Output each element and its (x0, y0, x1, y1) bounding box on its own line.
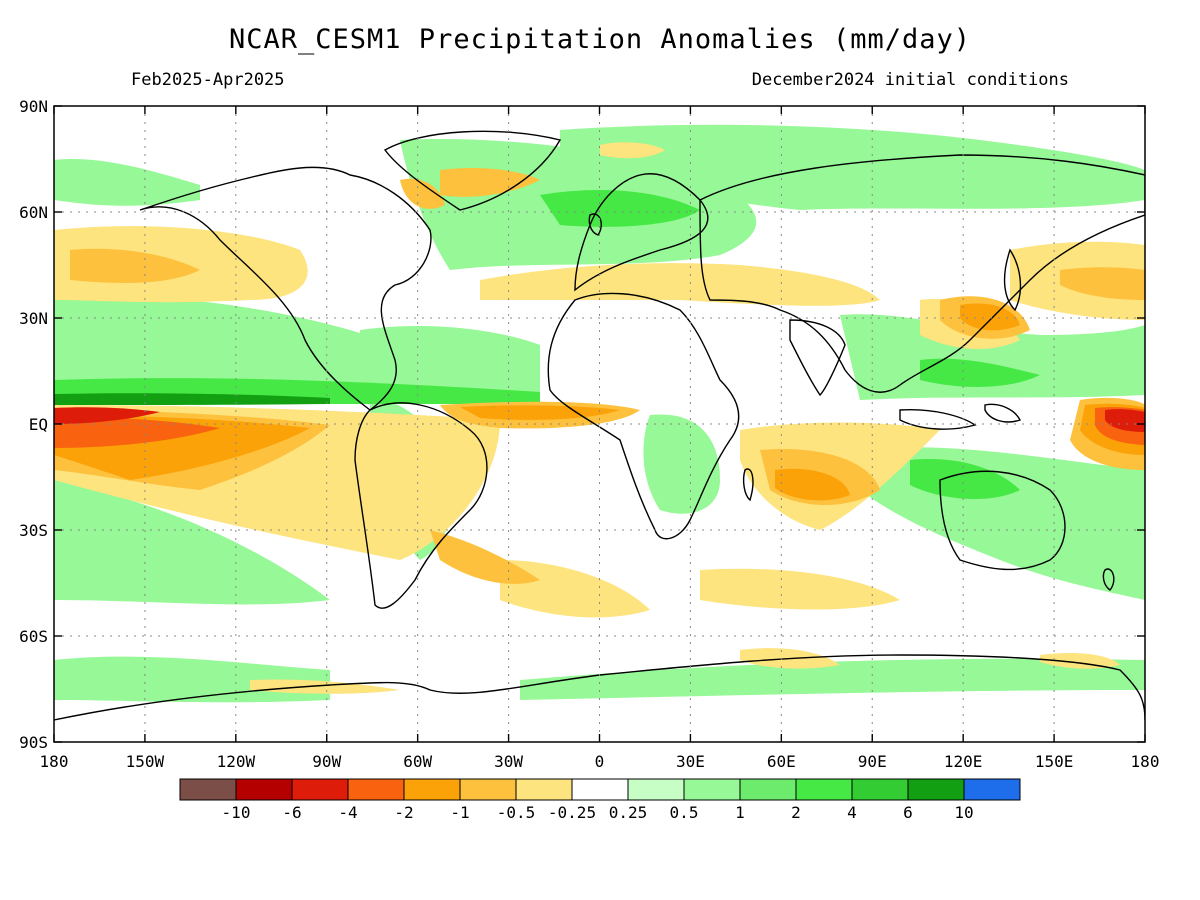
lat-label: 90N (19, 97, 48, 116)
lon-label: 90W (312, 752, 341, 771)
graticule (54, 106, 1145, 742)
colorbar-label: -1 (450, 803, 469, 822)
initial-conditions: December2024 initial conditions (751, 70, 1069, 90)
colorbar-swatch (235, 778, 293, 801)
lon-label: 30E (676, 752, 705, 771)
forecast-period: Feb2025-Apr2025 (131, 70, 285, 90)
lat-label: 90S (19, 733, 48, 752)
colorbar-label: -6 (282, 803, 301, 822)
lon-label: 0 (595, 752, 605, 771)
lon-label: 60W (403, 752, 432, 771)
latitude-axis: 90N 60N 30N EQ 30S 60S 90S (19, 97, 1145, 752)
lon-label: 180 (1131, 752, 1160, 771)
colorbar-label: 1 (735, 803, 745, 822)
colorbar-swatch (291, 778, 349, 801)
lon-label: 150W (126, 752, 165, 771)
colorbar: -10 -6 -4 -2 -1 -0.5 -0.25 0.25 0.5 1 2 4 6 10 (179, 778, 1021, 822)
colorbar-label: 10 (954, 803, 973, 822)
lat-label: 60S (19, 627, 48, 646)
colorbar-label: 0.25 (609, 803, 648, 822)
wet-anomalies-extreme (54, 393, 330, 405)
lon-label: 180 (40, 752, 69, 771)
map-title: NCAR_CESM1 Precipitation Anomalies (mm/d… (229, 24, 971, 55)
colorbar-swatch (515, 778, 573, 801)
lon-label: 60E (767, 752, 796, 771)
lon-label: 120E (944, 752, 983, 771)
colorbar-swatch (851, 778, 909, 801)
colorbar-swatch (739, 778, 797, 801)
colorbar-label: -2 (394, 803, 413, 822)
colorbar-swatch (459, 778, 517, 801)
colorbar-swatch (683, 778, 741, 801)
lon-label: 150E (1035, 752, 1074, 771)
colorbar-swatch (795, 778, 853, 801)
dry-anomalies-extreme (54, 407, 1145, 432)
lat-label: 30N (19, 309, 48, 328)
colorbar-label: 2 (791, 803, 801, 822)
colorbar-label: -0.25 (548, 803, 596, 822)
lon-label: 120W (217, 752, 256, 771)
colorbar-swatch (179, 778, 237, 801)
colorbar-swatch (907, 778, 965, 801)
colorbar-label: -10 (222, 803, 251, 822)
lat-label: EQ (29, 415, 48, 434)
anomaly-fields (54, 124, 1145, 703)
colorbar-swatch (347, 778, 405, 801)
colorbar-swatch (571, 778, 629, 801)
colorbar-label: -0.5 (497, 803, 536, 822)
colorbar-swatch (403, 778, 461, 801)
colorbar-label: 4 (847, 803, 857, 822)
lon-label: 30W (494, 752, 523, 771)
longitude-axis: 180 150W 120W 90W 60W 30W 0 30E 60E 90E 120E 150E 18… (40, 106, 1160, 771)
colorbar-swatch (627, 778, 685, 801)
colorbar-label: -4 (338, 803, 357, 822)
lon-label: 90E (858, 752, 887, 771)
colorbar-label: 0.5 (670, 803, 699, 822)
colorbar-swatch (963, 778, 1021, 801)
lat-label: 60N (19, 203, 48, 222)
colorbar-label: 6 (903, 803, 913, 822)
lat-label: 30S (19, 521, 48, 540)
